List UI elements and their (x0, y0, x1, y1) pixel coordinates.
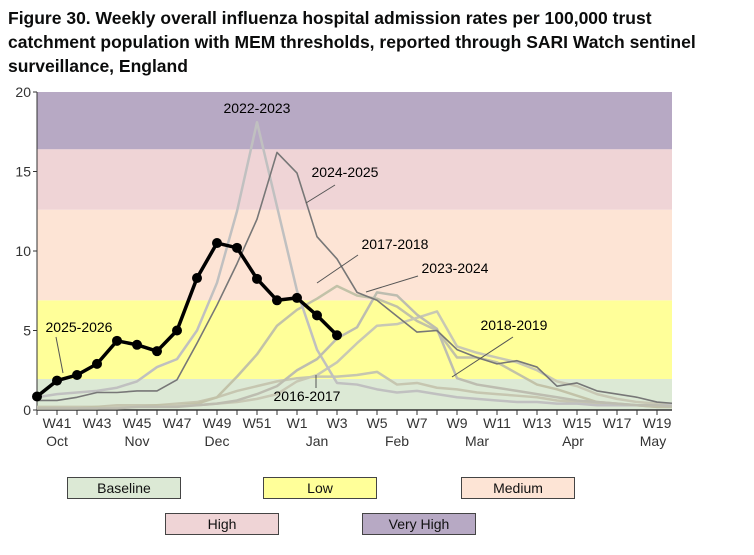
x-tick-label: W41 (43, 415, 72, 431)
month-label: Nov (125, 433, 150, 449)
month-label: Apr (562, 433, 584, 449)
x-tick-label: W13 (523, 415, 552, 431)
data-point-2025-2026 (32, 391, 42, 402)
legend-medium: Medium (461, 477, 575, 499)
y-tick-label: 0 (23, 402, 31, 418)
data-point-2025-2026 (232, 242, 242, 253)
data-point-2025-2026 (72, 370, 82, 381)
data-point-2025-2026 (272, 295, 282, 306)
x-tick-label: W49 (203, 415, 232, 431)
x-tick-label: W17 (603, 415, 632, 431)
annotation-label: 2018-2019 (481, 317, 548, 333)
x-tick-label: W19 (643, 415, 672, 431)
data-point-2025-2026 (252, 273, 262, 284)
annotation-label: 2017-2018 (362, 236, 429, 252)
data-point-2025-2026 (292, 292, 302, 303)
x-tick-label: W11 (483, 415, 511, 431)
legend-low: Low (263, 477, 377, 499)
data-point-2025-2026 (112, 335, 122, 346)
month-label: May (640, 433, 666, 449)
x-tick-label: W47 (163, 415, 192, 431)
annotation-leader-line (365, 275, 419, 293)
data-point-2025-2026 (92, 358, 102, 369)
annotation-label: 2025-2026 (46, 319, 113, 335)
annotation-label: 2022-2023 (224, 100, 291, 116)
data-point-2025-2026 (212, 238, 222, 249)
y-tick-label: 15 (15, 164, 31, 180)
chart-title: Figure 30. Weekly overall influenza hosp… (8, 8, 696, 76)
x-tick-label: W1 (287, 415, 308, 431)
series-line-2022-2023 (37, 120, 672, 407)
month-label: Dec (205, 433, 230, 449)
x-tick-label: W9 (447, 415, 468, 431)
data-point-2025-2026 (152, 346, 162, 357)
x-tick-label: W3 (327, 415, 348, 431)
y-tick-label: 5 (23, 323, 31, 339)
month-label: Feb (385, 433, 409, 449)
annotation-leader-line (451, 336, 514, 378)
x-tick-label: W7 (407, 415, 428, 431)
month-label: Oct (46, 433, 68, 449)
annotation-label: 2016-2017 (274, 388, 341, 404)
legend-very-high: Very High (362, 513, 476, 535)
series-line-2023-2024 (37, 291, 672, 410)
annotation-label: 2024-2025 (312, 164, 379, 180)
x-tick-label: W5 (367, 415, 388, 431)
data-point-2025-2026 (172, 325, 182, 336)
series-line-2025-2026 (37, 241, 339, 398)
data-point-2025-2026 (132, 339, 142, 350)
x-tick-label: W45 (123, 415, 152, 431)
x-tick-label: W15 (563, 415, 592, 431)
threshold-band-low (37, 300, 672, 379)
month-label: Jan (306, 433, 329, 449)
threshold-band-medium (37, 209, 672, 301)
x-tick-label: W43 (83, 415, 112, 431)
legend-baseline: Baseline (67, 477, 181, 499)
legend-high: High (165, 513, 279, 535)
threshold-band-high (37, 149, 672, 210)
annotation-label: 2023-2024 (422, 260, 489, 276)
threshold-band-very-high (37, 92, 672, 150)
data-point-2025-2026 (52, 375, 62, 386)
data-point-2025-2026 (332, 330, 342, 341)
month-label: Mar (465, 433, 489, 449)
annotation-leader-line (305, 184, 336, 204)
y-tick-label: 20 (15, 84, 31, 100)
data-point-2025-2026 (192, 273, 202, 284)
annotation-leader-line (55, 336, 64, 374)
y-tick-label: 10 (15, 243, 31, 259)
data-point-2025-2026 (312, 310, 322, 321)
x-tick-label: W51 (243, 415, 272, 431)
series-line-2024-2025 (37, 151, 672, 405)
annotation-leader-line (316, 254, 359, 284)
